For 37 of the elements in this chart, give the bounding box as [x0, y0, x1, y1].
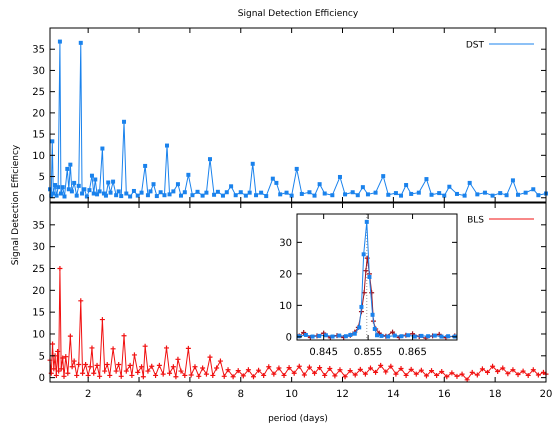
x-axis-title: period (days)	[268, 414, 328, 424]
y-tick-label: 0	[38, 193, 45, 204]
y-tick-label: 20	[279, 269, 292, 280]
y-tick-label: 0	[38, 373, 45, 384]
chart-title: Signal Detection Efficiency	[238, 9, 359, 19]
y-axis-title: Signal Detection Efficiency	[11, 144, 21, 266]
legend-label: DST	[466, 40, 484, 50]
legend-label: BLS	[467, 216, 484, 226]
x-tick-label: 2	[84, 389, 92, 400]
y-tick-label: 35	[32, 44, 45, 56]
y-tick-label: 10	[32, 150, 45, 162]
y-tick-label: 0	[286, 332, 292, 344]
y-tick-label: 30	[32, 66, 45, 77]
y-tick-label: 5	[38, 172, 45, 184]
x-tick-label: 0.855	[354, 347, 382, 358]
y-tick-label: 20	[32, 108, 45, 120]
y-tick-label: 10	[279, 300, 292, 312]
x-tick-label: 14	[387, 389, 400, 400]
x-tick-label: 0.865	[398, 347, 427, 358]
x-tick-label: 12	[336, 389, 349, 400]
x-tick-label: 16	[438, 389, 451, 400]
y-tick-label: 25	[32, 87, 45, 98]
x-tick-label: 6	[186, 389, 194, 400]
y-tick-label: 5	[38, 351, 45, 362]
y-tick-label: 10	[32, 329, 45, 340]
y-tick-label: 30	[32, 242, 45, 254]
y-tick-label: 20	[32, 286, 45, 297]
y-tick-label: 15	[32, 130, 45, 141]
x-tick-label: 8	[238, 389, 244, 400]
x-tick-label: 18	[488, 389, 502, 400]
x-tick-label: 4	[136, 389, 142, 400]
y-tick-label: 30	[279, 238, 292, 249]
x-tick-label: 0.845	[309, 347, 338, 358]
y-tick-label: 25	[32, 264, 45, 275]
x-tick-label: 20	[540, 389, 552, 400]
y-tick-label: 35	[32, 220, 45, 232]
y-tick-label: 15	[32, 308, 45, 319]
